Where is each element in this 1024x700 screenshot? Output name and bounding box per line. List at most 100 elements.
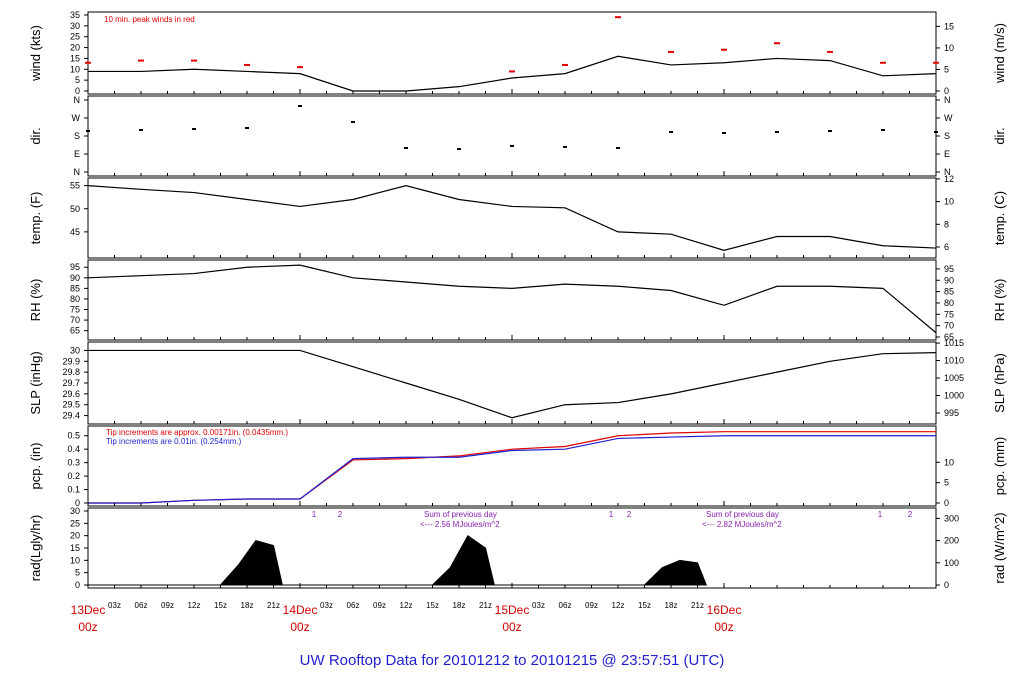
peak-wind-mark [509,70,515,73]
series-line [88,55,937,92]
peak-wind-mark [615,16,621,19]
y-tick-label: 0.2 [67,471,80,481]
x-tick-label: 21z [691,601,704,610]
solar-marker-label: 1 [312,510,317,519]
data-point [881,129,885,131]
y-tick-label: E [74,149,80,159]
plot-frame [87,341,937,425]
y-tick-label-right: 10 [944,197,954,207]
y-tick-label: 29.6 [62,389,80,399]
y-tick-label: 29.7 [62,378,80,388]
x-date-label: 14Dec [283,603,318,617]
y-tick-label: 29.4 [62,411,80,421]
y-tick-label: N [74,167,81,177]
solar-marker-label: 1 [609,510,614,519]
panel-slp [84,341,940,425]
day-sum-label: Sum of previous day [424,510,497,519]
peak-wind-mark [191,59,197,62]
y-tick-label-right: 5 [944,64,949,74]
x-tick-label: 06z [135,601,148,610]
tip-note-blue: Tip increments are 0.01in. (0.254mm.) [106,437,242,446]
day-sum-value: <--- 2.82 MJoules/m^2 [702,520,782,529]
plot-frame [87,507,937,589]
y-axis-title-right: rad (W/m^2) [992,512,1007,583]
x-tick-label: 03z [532,601,545,610]
y-tick-label-right: 8 [944,219,949,229]
panel-wind [84,11,940,95]
data-point [828,130,832,132]
solar-marker-label: 2 [338,510,343,519]
y-tick-label: 20 [70,531,80,541]
peak-wind-mark [827,50,833,53]
x-date-sublabel: 00z [714,620,733,634]
data-point [722,132,726,134]
y-tick-label-right: 85 [944,287,954,297]
day-sum-value: <--- 2.56 MJoules/m^2 [420,520,500,529]
y-tick-label-right: 5 [944,478,949,488]
x-tick-label: 12z [612,601,625,610]
data-point [457,148,461,150]
x-tick-label: 06z [347,601,360,610]
day-sum-label: Sum of previous day [706,510,779,519]
y-tick-label-right: 10 [944,43,954,53]
x-tick-label: 09z [373,601,386,610]
y-tick-label: 25 [70,32,80,42]
y-tick-label: 29.9 [62,356,80,366]
y-axis-title-left: pcp. (in) [28,443,43,490]
y-axis-title-left: RH (%) [28,279,43,322]
y-tick-label-right: 80 [944,298,954,308]
peak-wind-mark [85,61,91,64]
x-date-label: 16Dec [707,603,742,617]
y-axis-title-left: wind (kts) [28,25,43,82]
y-tick-label-right: N [944,167,951,177]
panel-rh [84,259,940,341]
panel-temp [84,177,940,259]
y-axis-title-right: dir. [992,127,1007,144]
y-tick-label: 0.5 [67,431,80,441]
y-tick-label: 15 [70,53,80,63]
x-tick-label: 15z [426,601,439,610]
y-tick-label-right: 995 [944,408,959,418]
y-tick-label: 5 [75,568,80,578]
x-tick-label: 18z [241,601,254,610]
data-point [404,147,408,149]
y-tick-label-right: 0 [944,498,949,508]
solar-marker-label: 1 [878,510,883,519]
peak-wind-mark [138,59,144,62]
solar-marker-label: 2 [908,510,913,519]
y-axis-title-right: SLP (hPa) [992,353,1007,413]
y-tick-label: 85 [70,283,80,293]
peak-wind-mark [244,63,250,66]
data-point [669,131,673,133]
y-tick-label: N [74,95,81,105]
x-tick-label: 21z [479,601,492,610]
data-point [139,129,143,131]
peak-wind-mark [933,61,939,64]
y-tick-label-right: 200 [944,536,959,546]
panel-rad [84,507,940,589]
x-date-label: 15Dec [495,603,530,617]
y-tick-label: 20 [70,43,80,53]
peak-wind-mark [880,61,886,64]
y-axis-title-left: rad(Lgly/hr) [28,515,43,581]
series-line [88,435,936,504]
solar-marker-label: 2 [627,510,632,519]
series-line [87,185,937,251]
series-line [87,264,937,334]
y-tick-label: 5 [75,75,80,85]
y-tick-label-right: W [944,113,953,123]
peak-wind-note: 10 min. peak winds in red [104,15,195,24]
y-tick-label: 25 [70,518,80,528]
y-tick-label-right: 75 [944,309,954,319]
peak-wind-mark [562,63,568,66]
y-tick-label: 30 [70,506,80,516]
y-tick-label-right: 15 [944,21,954,31]
y-tick-label-right: N [944,95,951,105]
y-tick-label-right: 65 [944,332,954,342]
y-tick-label-right: S [944,131,950,141]
y-tick-label: 75 [70,305,80,315]
y-tick-label: 65 [70,326,80,336]
figure-title: UW Rooftop Data for 20101212 to 20101215… [299,652,725,669]
data-point [86,130,90,132]
